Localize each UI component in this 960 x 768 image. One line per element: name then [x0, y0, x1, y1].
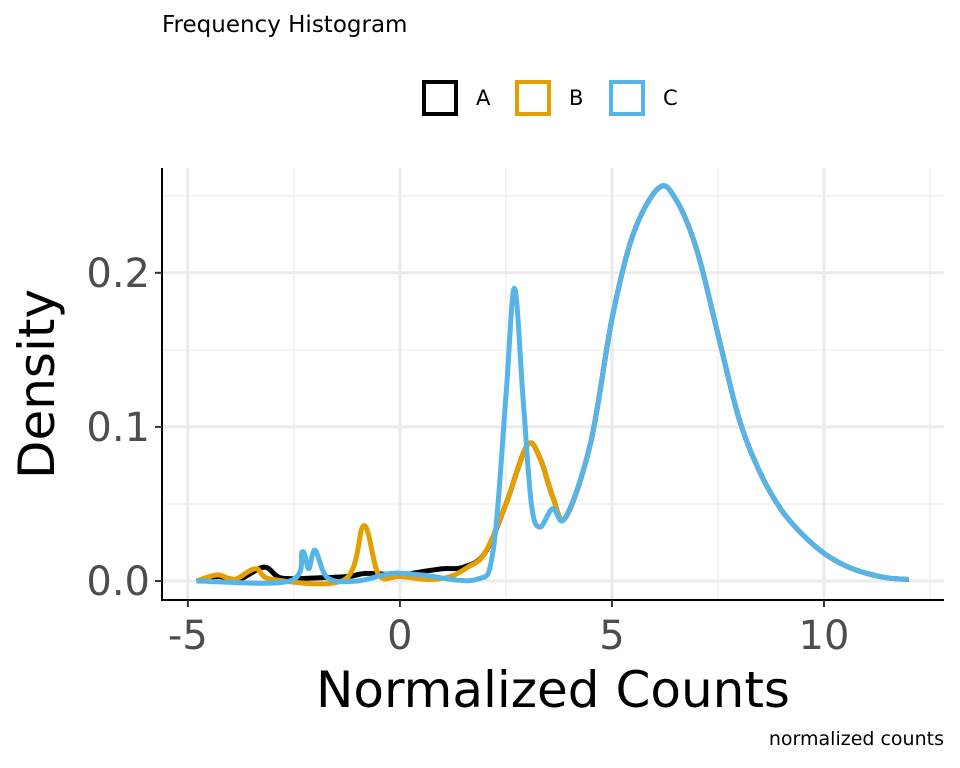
legend-item-c: C	[609, 80, 678, 116]
legend-label-b: B	[569, 86, 584, 110]
legend-item-b: B	[515, 80, 583, 116]
y-tick-label: 0.1	[86, 405, 150, 451]
legend-item-a: A	[422, 80, 490, 116]
chart-title: Frequency Histogram	[162, 12, 408, 38]
x-tick-label: 10	[799, 613, 850, 659]
legend-label-c: C	[663, 86, 678, 110]
y-tick-label: 0.0	[86, 559, 150, 605]
x-axis-title: Normalized Counts	[316, 661, 790, 719]
caption: normalized counts	[768, 728, 944, 750]
y-tick-label: 0.2	[86, 251, 150, 297]
series-line-c	[196, 183, 909, 586]
x-tick-label: -5	[168, 613, 208, 659]
y-axis-title: Density	[8, 289, 66, 479]
series-line-b	[195, 183, 909, 587]
legend-key-b	[515, 80, 551, 116]
legend-key-c	[609, 80, 645, 116]
x-tick-label: 5	[599, 613, 624, 659]
legend-key-a	[422, 80, 458, 116]
x-tick-label: 0	[387, 613, 412, 659]
legend-label-a: A	[476, 86, 491, 110]
series-line-a	[195, 183, 909, 584]
